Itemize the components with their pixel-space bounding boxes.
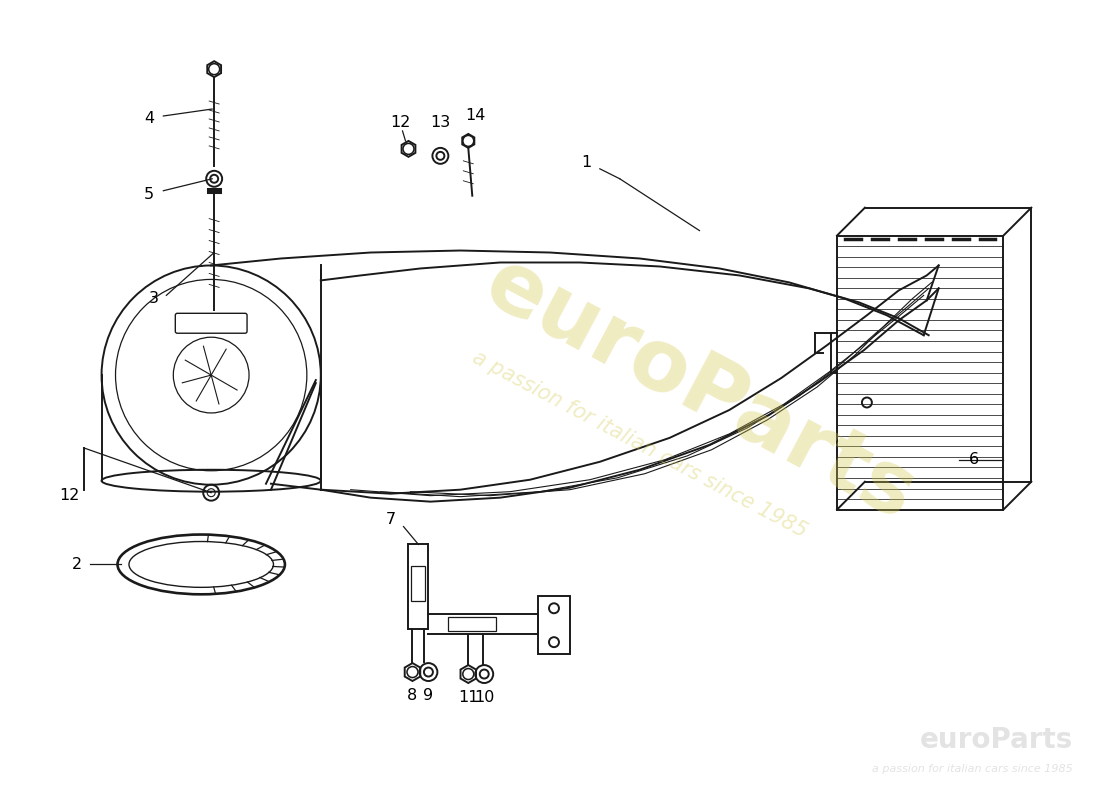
Text: a passion for italian cars since 1985: a passion for italian cars since 1985	[872, 764, 1074, 774]
Text: 11: 11	[458, 690, 478, 706]
Text: 12: 12	[59, 488, 80, 503]
Text: euroParts: euroParts	[920, 726, 1074, 754]
Bar	[837, 235, 1003, 510]
Text: a passion for italian cars since 1985: a passion for italian cars since 1985	[469, 348, 811, 542]
Bar	[538, 596, 570, 654]
Text: euroParts: euroParts	[470, 242, 928, 538]
Text: 8: 8	[407, 689, 418, 703]
Text: 14: 14	[465, 109, 485, 123]
Text: 1: 1	[582, 155, 592, 170]
Text: 6: 6	[968, 452, 979, 467]
Text: 9: 9	[424, 689, 433, 703]
Bar	[411, 566, 426, 602]
Text: 5: 5	[143, 187, 154, 202]
Text: 3: 3	[148, 291, 158, 306]
Text: 13: 13	[430, 115, 451, 130]
Text: 4: 4	[144, 111, 154, 126]
Text: 10: 10	[474, 690, 494, 706]
Text: 7: 7	[385, 512, 396, 527]
Text: 12: 12	[390, 115, 410, 130]
Bar	[449, 618, 496, 631]
Text: 2: 2	[72, 557, 81, 572]
